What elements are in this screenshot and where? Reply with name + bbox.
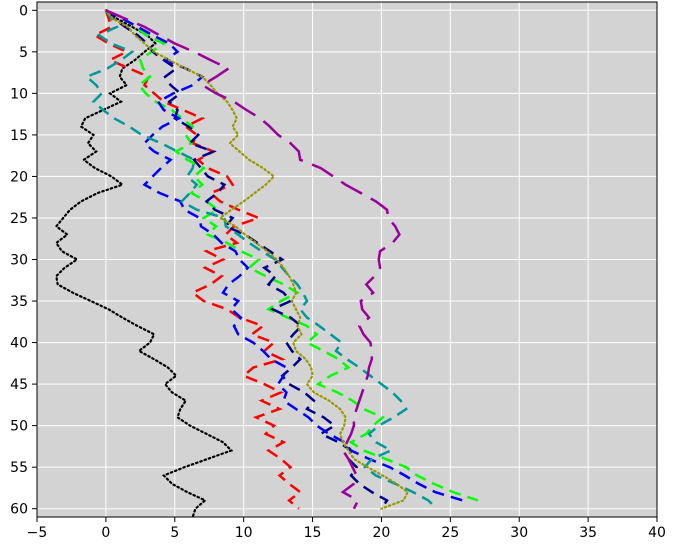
x-tick-label: 10 <box>235 525 253 541</box>
y-tick-label: 40 <box>10 336 28 352</box>
y-tick-label: 55 <box>10 460 28 476</box>
x-tick-label: 30 <box>510 525 528 541</box>
x-tick-label: 25 <box>441 525 459 541</box>
y-tick-label: 25 <box>10 211 28 227</box>
y-tick-label: 45 <box>10 377 28 393</box>
y-tick-label: 5 <box>19 45 28 61</box>
x-tick-label: 35 <box>579 525 597 541</box>
y-tick-label: 60 <box>10 502 28 518</box>
x-tick-label: −5 <box>27 525 48 541</box>
series-line-1 <box>54 9 234 519</box>
series-line-3 <box>105 9 479 502</box>
x-tick-label: 20 <box>373 525 391 541</box>
y-tick-label: 20 <box>10 169 28 185</box>
x-tick-label: 5 <box>170 525 179 541</box>
series-line-5 <box>105 9 464 502</box>
y-axis: 0 5 10 15 20 25 30 35 40 45 50 55 60 <box>10 3 37 518</box>
y-tick-label: 30 <box>10 253 28 269</box>
x-tick-label: 0 <box>101 525 110 541</box>
y-tick-label: 15 <box>10 128 28 144</box>
series-group <box>54 9 479 519</box>
y-tick-label: 0 <box>19 3 28 19</box>
series-line-6 <box>84 9 438 510</box>
series-line-4 <box>105 9 389 510</box>
y-tick-label: 35 <box>10 294 28 310</box>
x-axis: −5 0 5 10 15 20 25 30 35 40 <box>27 517 666 541</box>
y-tick-label: 50 <box>10 419 28 435</box>
series-line-2 <box>92 9 303 510</box>
series-line-8 <box>105 9 401 510</box>
x-tick-label: 15 <box>304 525 322 541</box>
x-tick-label: 40 <box>648 525 666 541</box>
y-tick-label: 10 <box>10 86 28 102</box>
